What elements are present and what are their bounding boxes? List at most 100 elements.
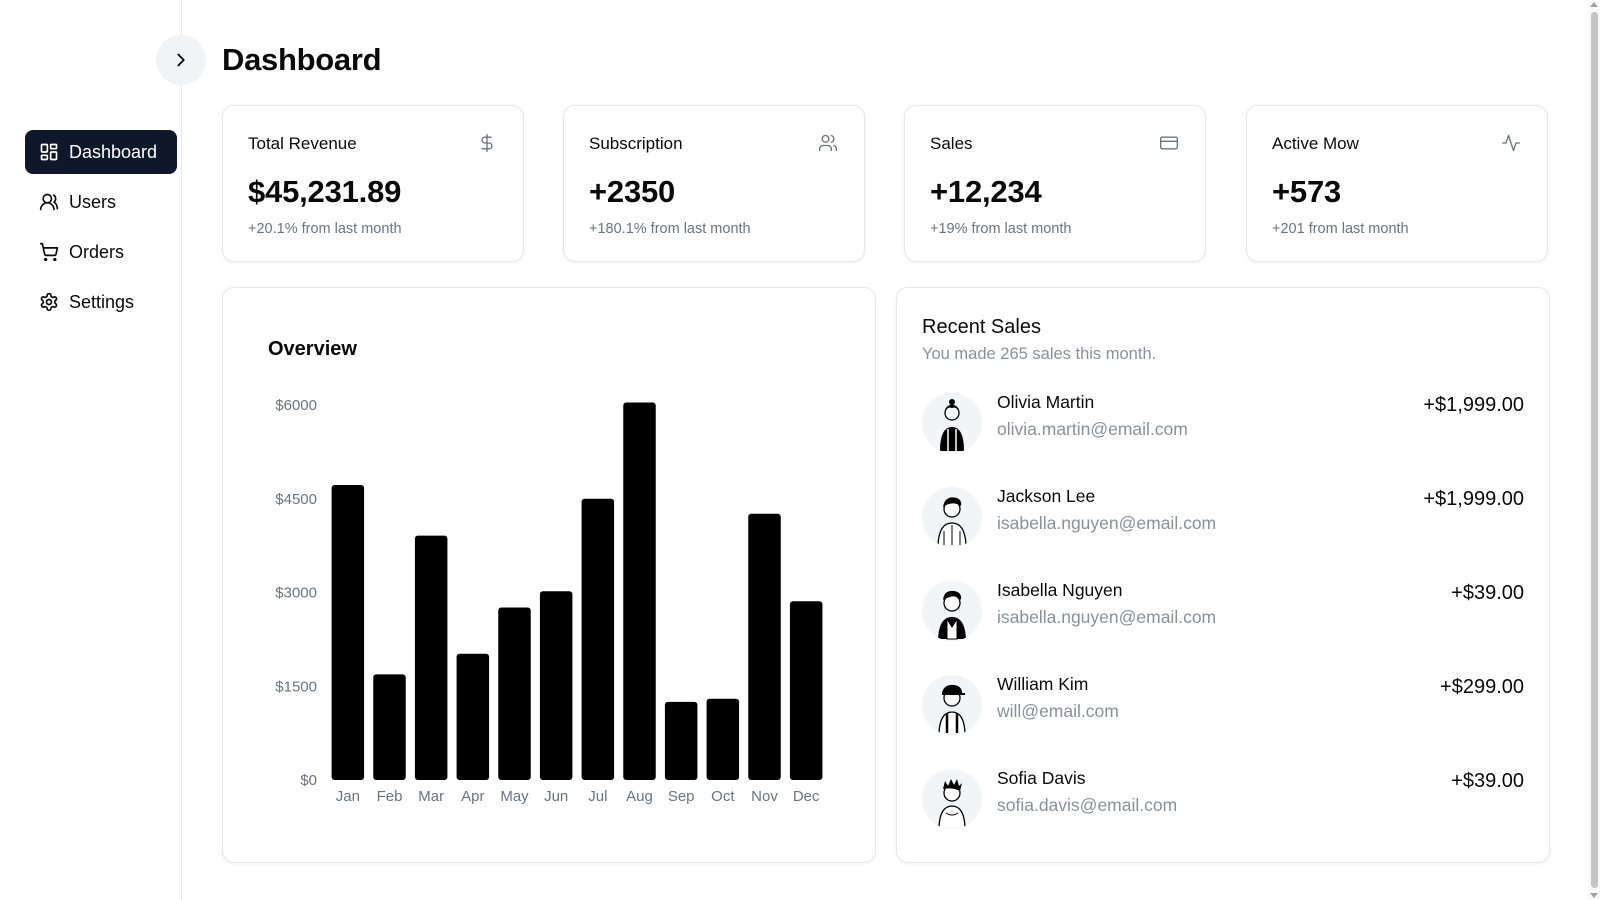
recent-sales-title: Recent Sales — [922, 316, 1041, 338]
stat-card-subscription: Subscription +2350 +180.1% from last mon… — [563, 105, 865, 262]
customer-name: William Kim — [997, 674, 1089, 694]
bar-jun — [539, 591, 573, 780]
recent-sales-list: Olivia Martin olivia.martin@email.com +$… — [922, 386, 1524, 856]
avatar — [922, 487, 982, 547]
page-title: Dashboard — [222, 42, 382, 77]
sidebar-item-label: Orders — [69, 241, 125, 262]
y-tick-label: $3000 — [275, 585, 317, 602]
sale-row-sofia-davis: Sofia Davis sofia.davis@email.com +$39.0… — [922, 762, 1524, 856]
stat-card-total-revenue: Total Revenue $45,231.89 +20.1% from las… — [222, 105, 524, 262]
stat-value: $45,231.89 — [248, 174, 402, 209]
sidebar-item-dashboard[interactable]: Dashboard — [25, 130, 177, 174]
bar-aug — [623, 402, 656, 780]
cart-icon — [39, 242, 59, 262]
bar-nov — [748, 513, 781, 780]
customer-email: olivia.martin@email.com — [997, 419, 1188, 439]
sale-info: Olivia Martin olivia.martin@email.com — [997, 392, 1188, 440]
page-scrollbar[interactable] — [1588, 0, 1600, 900]
sidebar: Dashboard Users Orders Settings — [0, 0, 182, 900]
sidebar-item-orders[interactable]: Orders — [25, 230, 177, 274]
scrollbar-thumb[interactable] — [1591, 12, 1598, 888]
sale-amount: +$1,999.00 — [1423, 488, 1524, 510]
sale-row-william-kim: William Kim will@email.com +$299.00 — [922, 668, 1524, 762]
dollar-icon — [481, 134, 493, 152]
stat-value: +12,234 — [930, 174, 1042, 209]
recent-sales-card: Recent Sales You made 265 sales this mon… — [896, 287, 1550, 863]
x-tick-label: Aug — [626, 788, 653, 805]
bar-oct — [706, 698, 740, 780]
customer-name: Sofia Davis — [997, 768, 1086, 788]
sidebar-item-label: Settings — [69, 291, 135, 312]
sale-info: Jackson Lee isabella.nguyen@email.com — [997, 486, 1216, 534]
sale-info: Sofia Davis sofia.davis@email.com — [997, 768, 1177, 816]
overview-card: $6000 $4500 $3000 $1500 $0 Jan Feb Mar Apr May Jun… — [222, 287, 876, 863]
credit-card-icon — [1160, 136, 1178, 150]
sidebar-item-users[interactable]: Users — [25, 180, 177, 224]
scroll-up-arrow-icon[interactable] — [1590, 2, 1598, 7]
stat-note: +180.1% from last month — [589, 221, 751, 237]
sale-amount: +$299.00 — [1440, 676, 1524, 698]
stat-value: +2350 — [589, 174, 676, 209]
scroll-down-arrow-icon[interactable] — [1590, 893, 1598, 898]
stat-note: +19% from last month — [930, 221, 1072, 237]
stat-title: Active Mow — [1272, 134, 1359, 153]
overview-title: Overview — [268, 338, 357, 360]
customer-name: Isabella Nguyen — [997, 580, 1123, 600]
x-tick-label: Dec — [793, 788, 820, 805]
x-tick-label: Mar — [418, 788, 444, 805]
sidebar-toggle-button[interactable] — [156, 35, 206, 85]
sale-amount: +$39.00 — [1451, 582, 1524, 604]
bar-dec — [789, 601, 823, 780]
bar-sep — [664, 701, 698, 780]
sidebar-item-label: Dashboard — [69, 141, 158, 162]
y-tick-label: $6000 — [275, 397, 317, 414]
bar-apr — [456, 653, 490, 780]
x-tick-label: Sep — [668, 788, 695, 805]
customer-email: will@email.com — [997, 701, 1119, 721]
sale-row-olivia-martin: Olivia Martin olivia.martin@email.com +$… — [922, 386, 1524, 480]
avatar — [922, 675, 982, 735]
customer-email: isabella.nguyen@email.com — [997, 607, 1217, 627]
x-tick-label: May — [500, 788, 529, 805]
customer-email: isabella.nguyen@email.com — [997, 513, 1217, 533]
customer-name: Jackson Lee — [997, 486, 1096, 506]
person-avatar-icon — [937, 497, 967, 546]
bar-mar — [414, 535, 448, 780]
recent-sales-subtitle: You made 265 sales this month. — [922, 345, 1157, 363]
stat-title: Sales — [930, 134, 973, 153]
stat-note: +201 from last month — [1272, 221, 1409, 237]
x-tick-label: Nov — [751, 788, 778, 805]
avatar — [922, 393, 982, 453]
users-icon — [39, 193, 59, 211]
sale-info: Isabella Nguyen isabella.nguyen@email.co… — [997, 580, 1216, 628]
users-icon — [819, 134, 837, 152]
dashboard-icon — [40, 143, 58, 161]
stat-value: +573 — [1272, 174, 1342, 209]
customer-name: Olivia Martin — [997, 392, 1095, 412]
avatar — [922, 769, 982, 829]
sidebar-item-settings[interactable]: Settings — [25, 280, 177, 324]
sale-amount: +$39.00 — [1451, 770, 1524, 792]
stat-card-active-mow: Active Mow +573 +201 from last month — [1246, 105, 1548, 262]
sale-amount: +$1,999.00 — [1423, 394, 1524, 416]
sale-row-jackson-lee: Jackson Lee isabella.nguyen@email.com +$… — [922, 480, 1524, 574]
y-tick-label: $0 — [300, 772, 317, 789]
avatar — [922, 581, 982, 641]
person-avatar-icon — [938, 590, 966, 640]
sale-info: William Kim will@email.com — [997, 674, 1119, 722]
overview-bar-chart: $6000 $4500 $3000 $1500 $0 Jan Feb Mar Apr May Jun… — [275, 397, 823, 805]
y-tick-label: $4500 — [275, 491, 317, 508]
person-avatar-icon — [938, 779, 966, 828]
x-tick-label: Feb — [377, 788, 403, 805]
sidebar-nav: Dashboard Users Orders Settings — [25, 130, 177, 330]
sidebar-item-label: Users — [69, 191, 117, 212]
chevron-right-icon — [177, 53, 185, 67]
bar-feb — [373, 674, 406, 780]
x-tick-label: Oct — [711, 788, 735, 805]
x-tick-label: Jun — [544, 788, 568, 805]
x-tick-label: Jan — [336, 788, 360, 805]
stat-title: Total Revenue — [248, 134, 357, 153]
bar-jan — [331, 485, 365, 780]
x-tick-label: Apr — [461, 788, 484, 805]
activity-icon — [1502, 134, 1520, 152]
